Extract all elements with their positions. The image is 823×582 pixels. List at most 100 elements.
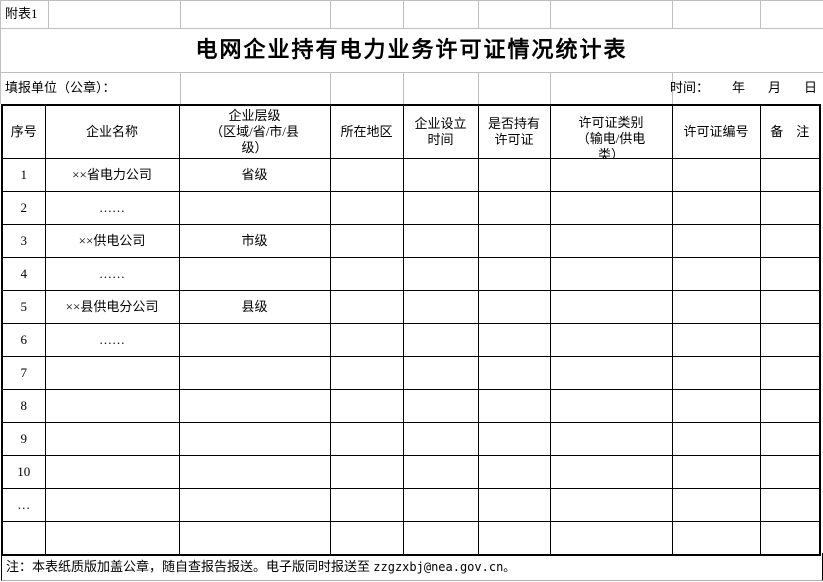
cell-holds-license (479, 423, 550, 455)
cell-license-category (551, 324, 672, 356)
cell-level (180, 456, 330, 488)
cell-region (331, 522, 403, 554)
cell-name (46, 357, 179, 389)
cell-region (331, 159, 403, 191)
cell-level (180, 258, 330, 290)
gridline-vertical (330, 73, 331, 104)
cell-no: 10 (17, 464, 31, 479)
cell-level (180, 357, 330, 389)
cell-license-number (673, 324, 760, 356)
cell-region (331, 192, 403, 224)
gridline-vertical (180, 1, 181, 28)
cell-level (180, 324, 330, 356)
table-row: 1 ××省电力公司 省级 (1, 158, 821, 192)
cell-license-number (673, 456, 760, 488)
cell-license-number (673, 258, 760, 290)
header-enterprise-level: 企业层级 （区域/省/市/县 级） (210, 108, 299, 155)
statistics-table: 序号 企业名称 企业层级 （区域/省/市/县 级） 所在地区 企业设立 时间 是… (1, 104, 821, 556)
cell-holds-license (479, 291, 550, 323)
cell-setup-time (404, 159, 478, 191)
cell-setup-time (404, 423, 478, 455)
cell-name: ××省电力公司 (72, 167, 152, 182)
cell-name: …… (99, 200, 125, 215)
table-row: … (1, 488, 821, 522)
cell-remark (761, 324, 820, 356)
cell-region (331, 423, 403, 455)
table-row: 7 (1, 356, 821, 390)
cell-setup-time (404, 291, 478, 323)
cell-license-number (673, 489, 760, 521)
cell-region (331, 456, 403, 488)
gridline-horizontal (0, 0, 823, 1)
header-no: 序号 (10, 124, 37, 139)
cell-region (331, 291, 403, 323)
page-title: 电网企业持有电力业务许可证情况统计表 (195, 37, 628, 62)
cell-license-number (673, 522, 760, 554)
cell-remark (761, 225, 820, 257)
cell-name (46, 456, 179, 488)
cell-remark (761, 522, 820, 554)
cell-holds-license (479, 258, 550, 290)
table-row: 3 ××供电公司 市级 (1, 224, 821, 258)
cell-license-number (673, 357, 760, 389)
cell-license-category (551, 456, 672, 488)
cell-level (180, 489, 330, 521)
cell-region (331, 357, 403, 389)
table-header-row: 序号 企业名称 企业层级 （区域/省/市/县 级） 所在地区 企业设立 时间 是… (1, 104, 821, 159)
gridline-vertical (550, 1, 551, 28)
cell-license-category (551, 225, 672, 257)
cell-name (46, 423, 179, 455)
cell-setup-time (404, 192, 478, 224)
cell-no (3, 522, 45, 554)
cell-holds-license (479, 390, 550, 422)
cell-level: 县级 (241, 299, 268, 314)
gridline-vertical (180, 73, 181, 104)
cell-no: 7 (20, 365, 28, 380)
cell-region (331, 258, 403, 290)
gridline-vertical (330, 1, 331, 28)
note-email: zzgzxbj@nea.gov.cn。 (373, 560, 516, 574)
header-license-number: 许可证编号 (683, 124, 749, 139)
cell-remark (761, 159, 820, 191)
cell-region (331, 489, 403, 521)
gridline-vertical (760, 1, 761, 28)
cell-holds-license (479, 489, 550, 521)
cell-setup-time (404, 489, 478, 521)
cell-no: 5 (20, 299, 28, 314)
header-holds-license: 是否持有 许可证 (487, 116, 540, 147)
note-text: 注：本表纸质版加盖公章，随自查报告报送。电子版同时报送至 (6, 559, 374, 574)
cell-setup-time (404, 390, 478, 422)
cell-license-category (551, 291, 672, 323)
cell-license-category (551, 522, 672, 554)
cell-level: 省级 (241, 167, 268, 182)
table-row (1, 521, 821, 556)
gridline-vertical (672, 73, 673, 104)
cell-holds-license (479, 522, 550, 554)
cell-level (180, 390, 330, 422)
time-day-label: 日 (803, 80, 817, 95)
gridline-vertical (672, 1, 673, 28)
cell-license-number (673, 192, 760, 224)
cell-remark (761, 258, 820, 290)
cell-license-category (551, 489, 672, 521)
header-remark: 备 注 (770, 124, 810, 139)
cell-name (46, 390, 179, 422)
gridline-vertical (478, 73, 479, 104)
cell-setup-time (404, 225, 478, 257)
gridline-vertical (478, 1, 479, 28)
gridline-horizontal (0, 72, 823, 73)
cell-license-category (551, 357, 672, 389)
gridline-vertical (0, 0, 1, 104)
cell-level (180, 423, 330, 455)
cell-setup-time (404, 522, 478, 554)
cell-no: 3 (20, 233, 28, 248)
cell-license-number (673, 225, 760, 257)
cell-license-number (673, 159, 760, 191)
cell-license-category (551, 423, 672, 455)
cell-level (180, 522, 330, 554)
cell-no: 6 (20, 332, 28, 347)
cell-holds-license (479, 456, 550, 488)
table-row: 10 (1, 455, 821, 489)
cell-name: ××县供电分公司 (65, 299, 159, 314)
